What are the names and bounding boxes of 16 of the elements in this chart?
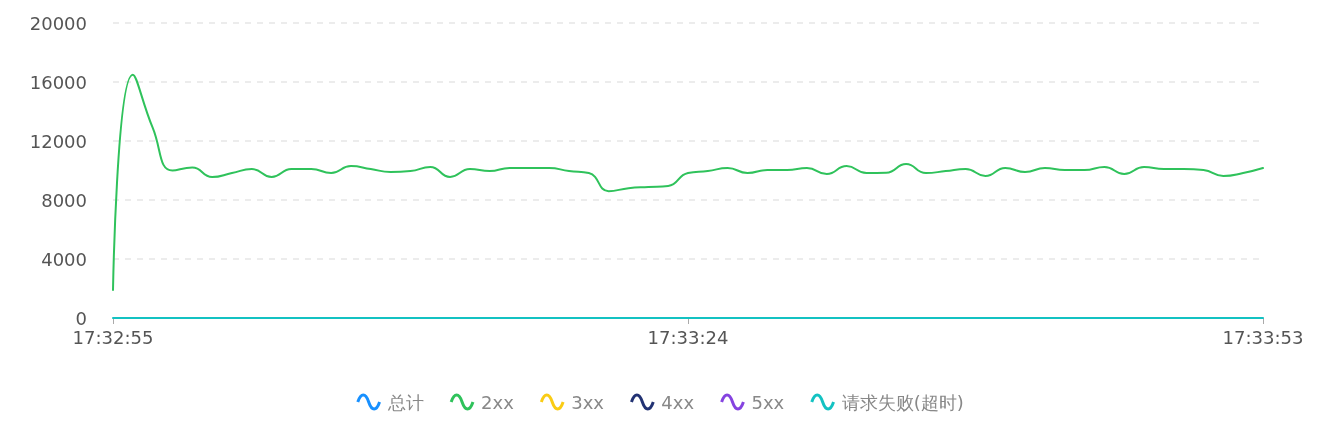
line-series — [112, 73, 1264, 291]
x-tick-label: 17:32:55 — [72, 326, 154, 348]
y-tick-label: 0 — [75, 307, 87, 329]
y-tick-label: 20000 — [29, 12, 87, 34]
legend-label: 4xx — [661, 391, 695, 413]
y-tick-label: 12000 — [29, 130, 87, 152]
legend-label: 5xx — [751, 391, 785, 413]
legend-label: 2xx — [481, 391, 515, 413]
y-tick-label: 16000 — [29, 71, 87, 93]
y-tick-label: 4000 — [41, 248, 87, 270]
x-tick-label: 17:33:24 — [647, 326, 729, 348]
y-tick-label: 8000 — [41, 189, 87, 211]
x-tick-label: 17:33:53 — [1222, 326, 1304, 348]
legend-label: 总计 — [386, 391, 424, 413]
legend-label: 请求失败(超时) — [841, 391, 964, 413]
legend-label: 3xx — [571, 391, 605, 413]
